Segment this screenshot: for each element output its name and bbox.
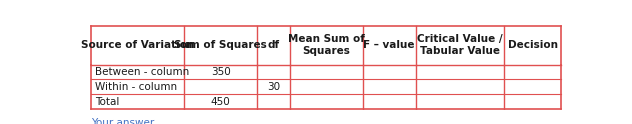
Text: Sum of Squares: Sum of Squares (174, 40, 267, 50)
Text: Total: Total (95, 96, 119, 107)
Text: Mean Sum of
Squares: Mean Sum of Squares (288, 34, 365, 56)
Text: 30: 30 (267, 82, 280, 92)
Text: Critical Value /
Tabular Value: Critical Value / Tabular Value (417, 34, 502, 56)
Text: Within - column: Within - column (95, 82, 177, 92)
Text: Decision: Decision (507, 40, 557, 50)
Text: F – value: F – value (363, 40, 415, 50)
Text: Your answer: Your answer (91, 118, 154, 124)
Text: df: df (267, 40, 279, 50)
Text: Between - column: Between - column (95, 67, 189, 77)
Text: 450: 450 (211, 96, 231, 107)
Text: Source of Variation: Source of Variation (81, 40, 195, 50)
Text: 350: 350 (211, 67, 231, 77)
